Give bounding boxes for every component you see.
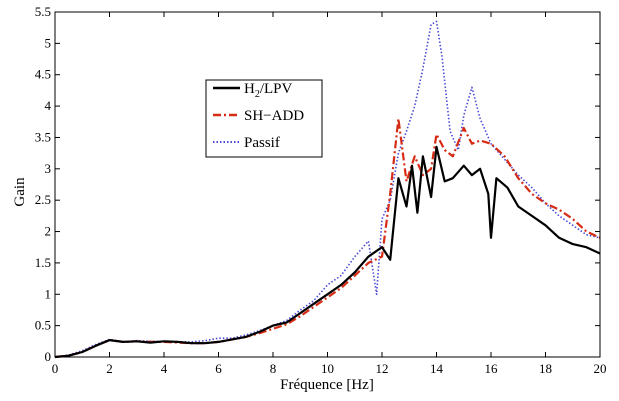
x-tick-label: 6 bbox=[215, 361, 222, 376]
series-line-dotted bbox=[54, 20, 601, 358]
x-tick-label: 18 bbox=[539, 361, 552, 376]
y-tick-label: 5 bbox=[45, 35, 52, 50]
y-tick-label: 3 bbox=[45, 161, 52, 176]
x-tick-label: 16 bbox=[485, 361, 499, 376]
x-axis-title: Fréquence [Hz] bbox=[280, 377, 374, 393]
x-tick-label: 10 bbox=[321, 361, 334, 376]
legend-items: H2/LPV SH−ADD Passif bbox=[213, 81, 304, 151]
legend-label: SH−ADD bbox=[244, 108, 304, 124]
legend-label-main: SH−ADD bbox=[244, 108, 304, 124]
x-tick-label: 0 bbox=[52, 361, 59, 376]
y-tick-label: 2 bbox=[45, 224, 52, 239]
x-tick-label: 20 bbox=[594, 361, 607, 376]
legend-label-rest: /LPV bbox=[260, 81, 293, 97]
series-line-dashdot bbox=[54, 117, 601, 359]
legend-label: H2/LPV bbox=[244, 81, 293, 100]
series-line-solid bbox=[54, 145, 601, 359]
y-tick-label: 1.5 bbox=[35, 255, 51, 270]
legend-label-main: H bbox=[244, 81, 255, 97]
ticks-layer bbox=[54, 11, 601, 358]
y-tick-label: 3.5 bbox=[35, 129, 51, 144]
y-tick-label: 4 bbox=[45, 98, 52, 113]
plot-frame bbox=[54, 11, 601, 358]
y-tick-label: 2.5 bbox=[35, 192, 51, 207]
tick-labels-layer: 0 2 4 6 8 10 12 14 16 18 20 0 0.5 1 1.5 2 2.5 3 3.5 4 4.5 5 5.… bbox=[35, 4, 607, 376]
x-tick-label: 8 bbox=[270, 361, 277, 376]
y-tick-label: 0 bbox=[45, 349, 52, 364]
legend-box bbox=[205, 79, 323, 158]
x-tick-label: 2 bbox=[106, 361, 113, 376]
legend-label: Passif bbox=[244, 135, 280, 151]
y-tick-label: 4.5 bbox=[35, 67, 51, 82]
y-tick-label: 0.5 bbox=[35, 318, 51, 333]
legend-label-subscript: 2 bbox=[255, 89, 260, 100]
series-layer bbox=[54, 20, 601, 359]
y-tick-label: 5.5 bbox=[35, 4, 51, 19]
y-tick-label: 1 bbox=[45, 286, 52, 301]
x-tick-label: 4 bbox=[161, 361, 168, 376]
legend-label-main: Passif bbox=[244, 135, 280, 151]
x-tick-label: 14 bbox=[430, 361, 444, 376]
x-tick-label: 12 bbox=[376, 361, 389, 376]
legend: H2/LPV SH−ADD Passif bbox=[205, 79, 323, 158]
y-axis-title: Gain bbox=[12, 177, 28, 207]
